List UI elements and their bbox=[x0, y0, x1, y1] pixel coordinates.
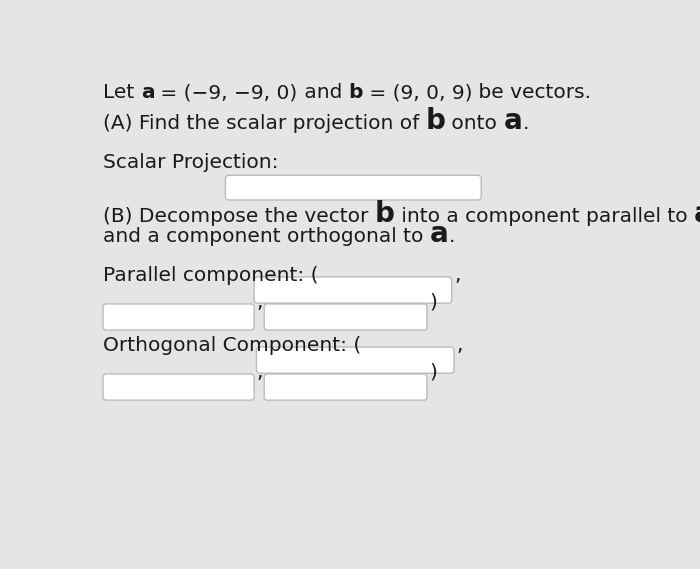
Text: onto: onto bbox=[445, 114, 504, 133]
Text: .: . bbox=[449, 227, 455, 246]
FancyBboxPatch shape bbox=[103, 374, 254, 400]
FancyBboxPatch shape bbox=[225, 175, 481, 200]
Text: ): ) bbox=[429, 292, 437, 312]
Text: and a component orthogonal to: and a component orthogonal to bbox=[103, 227, 430, 246]
Text: b: b bbox=[374, 200, 395, 228]
FancyBboxPatch shape bbox=[256, 347, 454, 373]
Text: Let: Let bbox=[103, 83, 141, 102]
FancyBboxPatch shape bbox=[103, 304, 254, 330]
Text: ,: , bbox=[256, 292, 263, 312]
Text: Orthogonal Component: (: Orthogonal Component: ( bbox=[103, 336, 361, 355]
Text: a: a bbox=[694, 200, 700, 228]
Text: Parallel component: (: Parallel component: ( bbox=[103, 266, 318, 285]
Text: be vectors.: be vectors. bbox=[473, 83, 592, 102]
Text: (B) Decompose the vector: (B) Decompose the vector bbox=[103, 207, 374, 225]
Text: a: a bbox=[504, 107, 522, 135]
Text: a: a bbox=[430, 220, 449, 248]
FancyBboxPatch shape bbox=[264, 374, 427, 400]
Text: and: and bbox=[298, 83, 349, 102]
Text: (A) Find the scalar projection of: (A) Find the scalar projection of bbox=[103, 114, 426, 133]
Text: .: . bbox=[522, 114, 529, 133]
Text: = (−9, −9, 0): = (−9, −9, 0) bbox=[154, 83, 298, 102]
FancyBboxPatch shape bbox=[264, 304, 427, 330]
Text: ,: , bbox=[256, 363, 263, 382]
Text: b: b bbox=[426, 107, 445, 135]
Text: = (9, 0, 9): = (9, 0, 9) bbox=[363, 83, 473, 102]
Text: a: a bbox=[141, 83, 154, 102]
FancyBboxPatch shape bbox=[254, 277, 452, 303]
Text: ,: , bbox=[456, 336, 463, 355]
Text: ,: , bbox=[454, 266, 461, 285]
Text: into a component parallel to: into a component parallel to bbox=[395, 207, 694, 225]
Text: ): ) bbox=[429, 363, 437, 382]
Text: Scalar Projection:: Scalar Projection: bbox=[103, 152, 279, 172]
Text: b: b bbox=[348, 83, 363, 102]
